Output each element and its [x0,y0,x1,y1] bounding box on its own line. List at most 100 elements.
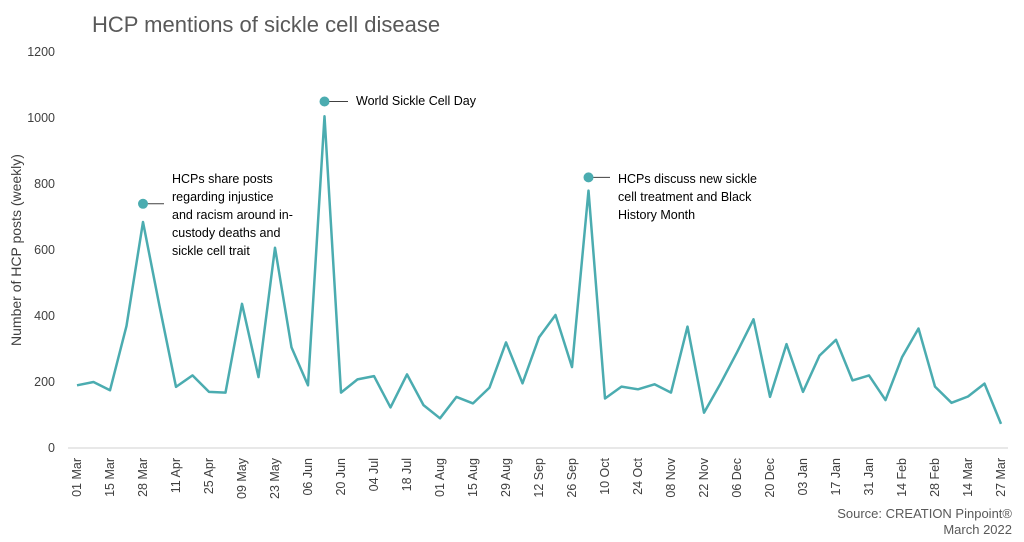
data-point [768,395,772,399]
data-point [818,354,822,358]
data-point [372,374,376,378]
series-points [75,114,1003,426]
y-tick-label: 0 [48,441,55,455]
data-point [339,391,343,395]
annotation-text: and racism around in- [172,208,293,222]
x-tick-label: 08 Nov [664,457,678,497]
annotation-marker [138,198,148,209]
data-point [438,416,442,420]
data-point [587,189,591,193]
x-tick-label: 14 Mar [961,458,975,497]
data-point [669,391,673,395]
data-point [224,391,228,395]
data-point [75,383,79,387]
x-tick-label: 28 Feb [928,458,942,497]
data-point [488,386,492,390]
series-line [76,115,1003,425]
data-point [933,385,937,389]
y-tick-label: 1200 [27,45,55,59]
y-tick-label: 400 [34,309,55,323]
data-point [554,313,558,317]
data-point [620,385,624,389]
y-tick-label: 600 [34,243,55,257]
data-point [422,403,426,407]
data-point [537,335,541,339]
annotation-text: HCPs share posts [172,172,273,186]
data-point [323,114,327,118]
data-point [636,387,640,391]
data-point [851,378,855,382]
annotation-marker [319,96,330,107]
x-tick-label: 11 Apr [169,458,183,493]
x-tick-label: 15 Aug [466,458,480,497]
data-point [884,398,888,402]
annotation-text: cell treatment and Black [618,190,752,204]
x-tick-label: 23 May [268,457,282,499]
x-tick-label: 25 Apr [202,458,216,494]
annotation-text: sickle cell trait [172,244,250,258]
x-tick-label: 15 Mar [103,458,117,497]
data-point [257,375,261,379]
data-point [900,355,904,359]
x-tick-label: 20 Jun [334,458,348,496]
data-point [983,382,987,386]
x-tick-label: 29 Aug [499,458,513,497]
data-point [174,385,178,389]
x-tick-label: 06 Dec [730,458,744,498]
data-point [653,382,657,386]
data-point [801,390,805,394]
x-tick-label: 10 Oct [598,457,612,494]
data-point [455,395,459,399]
x-tick-label: 01 Aug [433,458,447,497]
annotation-text: regarding injustice [172,190,273,204]
data-point [389,405,393,409]
data-point [966,395,970,399]
x-tick-label: 28 Mar [136,458,150,497]
y-axis-ticks: 0 200 400 600 800 1000 1200 [27,45,55,455]
data-point [240,302,244,306]
source-line: Source: CREATION Pinpoint® [837,506,1012,521]
x-tick-label: 26 Sep [565,458,579,498]
data-point [141,220,145,224]
x-tick-label: 17 Jan [829,458,843,496]
x-tick-label: 12 Sep [532,458,546,498]
data-point [686,325,690,329]
annotations: World Sickle Cell Day HCPs share posts reg… [138,94,757,258]
y-tick-label: 800 [34,177,55,191]
data-point [306,383,310,387]
data-point [273,246,277,250]
data-point [521,381,525,385]
data-point [570,365,574,369]
x-tick-label: 18 Jul [400,458,414,491]
chart-title: HCP mentions of sickle cell disease [92,12,441,37]
annotation-text: custody deaths and [172,226,280,240]
x-tick-label: 20 Dec [763,458,777,498]
annotation-text: HCPs discuss new sickle [618,172,757,186]
data-point [158,304,162,308]
data-point [125,324,129,328]
y-tick-label: 1000 [27,111,55,125]
data-point [92,380,96,384]
data-point [290,345,294,349]
annotation-marker [583,172,594,183]
data-point [950,401,954,405]
data-point [999,422,1003,426]
data-point [702,411,706,415]
x-tick-label: 06 Jun [301,458,315,496]
data-point [356,377,360,381]
data-point [735,350,739,354]
data-point [471,401,475,405]
data-point [719,382,723,386]
data-point [207,390,211,394]
data-point [504,340,508,344]
data-point [785,342,789,346]
data-point [917,327,921,331]
x-tick-label: 14 Feb [895,458,909,497]
y-tick-label: 200 [34,375,55,389]
x-tick-label: 22 Nov [697,457,711,497]
source-date: March 2022 [943,522,1012,537]
data-point [834,338,838,342]
data-point [108,388,112,392]
data-point [191,373,195,377]
